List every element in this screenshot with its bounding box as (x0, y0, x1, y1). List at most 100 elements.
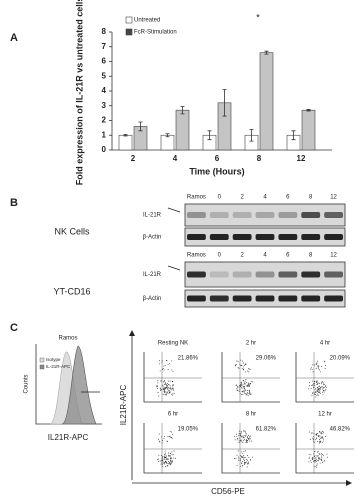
event-dot (160, 454, 162, 456)
event-dot (319, 457, 320, 459)
event-dot (164, 393, 166, 395)
event-dot (322, 430, 324, 432)
event-dot (240, 439, 242, 441)
event-dot (324, 360, 325, 362)
event-dot (161, 463, 163, 465)
quadrant (222, 423, 280, 473)
event-dot (248, 390, 250, 392)
lane-label: 12 (330, 195, 337, 201)
event-dot (241, 384, 243, 386)
event-dot (247, 394, 249, 396)
event-dot (240, 364, 242, 366)
event-dot (172, 371, 174, 372)
event-dot (315, 367, 317, 369)
event-dot (167, 369, 169, 370)
event-dot (309, 438, 311, 440)
event-dot (323, 459, 325, 461)
band (324, 295, 343, 302)
lane-label: 0 (218, 195, 222, 201)
event-dot (166, 391, 168, 393)
event-dot (251, 381, 253, 383)
event-dot (240, 432, 242, 434)
event-dot (243, 438, 245, 440)
lane-label: Ramos (187, 195, 206, 201)
event-dot (245, 450, 246, 452)
significance-mark: * (256, 12, 260, 22)
row-label: β-Actin (143, 296, 162, 302)
event-dot (248, 382, 249, 384)
event-dot (316, 387, 318, 389)
event-dot (315, 362, 317, 364)
event-dot (242, 360, 243, 362)
event-dot (318, 455, 320, 457)
event-dot (164, 364, 166, 366)
event-dot (169, 463, 171, 465)
event-dot (172, 454, 174, 455)
event-dot (318, 458, 320, 460)
event-dot (248, 385, 250, 387)
lane-label: 2 (240, 253, 244, 259)
panel-label: A (10, 32, 18, 44)
event-dot (166, 385, 168, 387)
event-dot (159, 441, 161, 443)
event-dot (238, 440, 240, 442)
event-dot (158, 458, 159, 460)
event-dot (247, 441, 248, 443)
event-dot (163, 461, 165, 463)
event-dot (322, 394, 324, 396)
cell-line: NK Cells (54, 226, 90, 236)
event-dot (157, 380, 159, 382)
cell-line: YT-CD16 (53, 286, 90, 296)
event-dot (319, 392, 321, 394)
event-dot (165, 386, 167, 388)
event-dot (167, 458, 169, 460)
x-tick-label: 4 (173, 154, 178, 163)
event-dot (319, 385, 321, 387)
event-dot (157, 386, 158, 387)
lane-label: 8 (309, 195, 313, 201)
event-dot (168, 386, 170, 388)
event-dot (167, 461, 169, 463)
event-dot (240, 385, 242, 387)
histogram-x-label: IL21R-APC (48, 433, 89, 442)
event-dot (168, 390, 169, 392)
event-dot (164, 390, 165, 392)
arrow-head (346, 480, 352, 486)
event-dot (167, 387, 169, 389)
event-dot (165, 459, 167, 460)
event-dot (170, 457, 172, 459)
event-dot (165, 461, 167, 463)
event-dot (322, 381, 323, 383)
event-dot (321, 441, 323, 443)
event-dot (173, 450, 175, 452)
legend-label: FcR-Stimulation (134, 30, 177, 36)
band (232, 234, 252, 240)
legend-swatch (39, 364, 45, 370)
event-dot (240, 387, 242, 388)
event-dot (236, 388, 238, 390)
event-dot (316, 380, 318, 382)
event-dot (319, 438, 321, 440)
event-dot (163, 388, 165, 390)
event-dot (166, 462, 168, 464)
lane-label: 6 (286, 195, 290, 201)
event-dot (311, 458, 313, 460)
event-dot (165, 391, 167, 393)
band (255, 295, 275, 302)
x-tick-label: 2 (131, 154, 136, 163)
event-dot (247, 385, 249, 387)
event-dot (236, 389, 238, 391)
event-dot (315, 434, 317, 436)
event-dot (238, 433, 240, 435)
event-dot (325, 436, 326, 437)
event-dot (316, 384, 318, 386)
event-dot (243, 440, 245, 442)
event-dot (321, 462, 323, 463)
event-dot (313, 455, 315, 457)
event-dot (314, 389, 316, 391)
event-dot (163, 381, 165, 383)
event-dot (320, 433, 322, 435)
event-dot (312, 384, 314, 386)
error-bar (180, 106, 185, 115)
event-dot (312, 385, 314, 387)
